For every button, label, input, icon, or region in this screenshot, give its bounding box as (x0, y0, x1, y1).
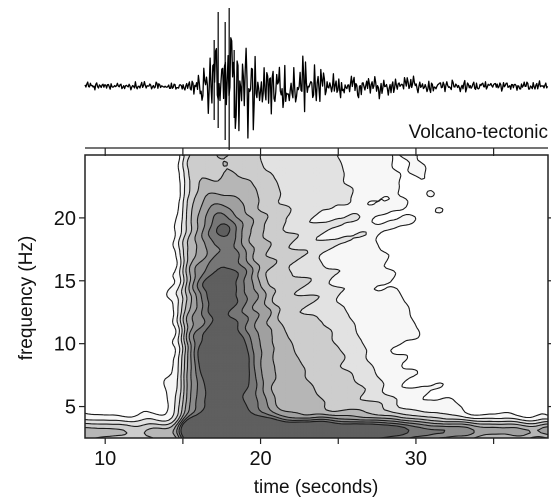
y-tick-label: 20 (54, 208, 76, 230)
y-tick-label: 15 (54, 271, 76, 293)
contour-line-level-7 (178, 212, 446, 438)
x-tick-label: 20 (249, 448, 271, 470)
contour-line-level-3 (85, 155, 548, 427)
y-tick-label: 5 (65, 397, 76, 419)
contour-line-level-5 (172, 192, 548, 438)
x-tick-label: 30 (405, 448, 427, 470)
contour-line-level-6 (176, 203, 475, 438)
contour-line-level-8 (180, 223, 410, 438)
waveform-line (84, 37, 549, 139)
x-axis-label: time (seconds) (254, 477, 379, 498)
contour-line-level-2 (85, 155, 548, 423)
x-tick-label: 10 (94, 448, 116, 470)
event-type-label: Volcano-tectonic (409, 122, 548, 143)
spectrogram-contours (85, 155, 548, 438)
x-axis: 10 20 30 (94, 148, 495, 470)
plot-frame (84, 154, 549, 439)
seismogram-trace (84, 8, 549, 150)
contour-line-level-1 (85, 155, 548, 419)
y-tick-label: 10 (54, 334, 76, 356)
y-axis: 5 10 15 20 (54, 208, 551, 419)
y-axis-label: frequency (Hz) (16, 236, 37, 361)
